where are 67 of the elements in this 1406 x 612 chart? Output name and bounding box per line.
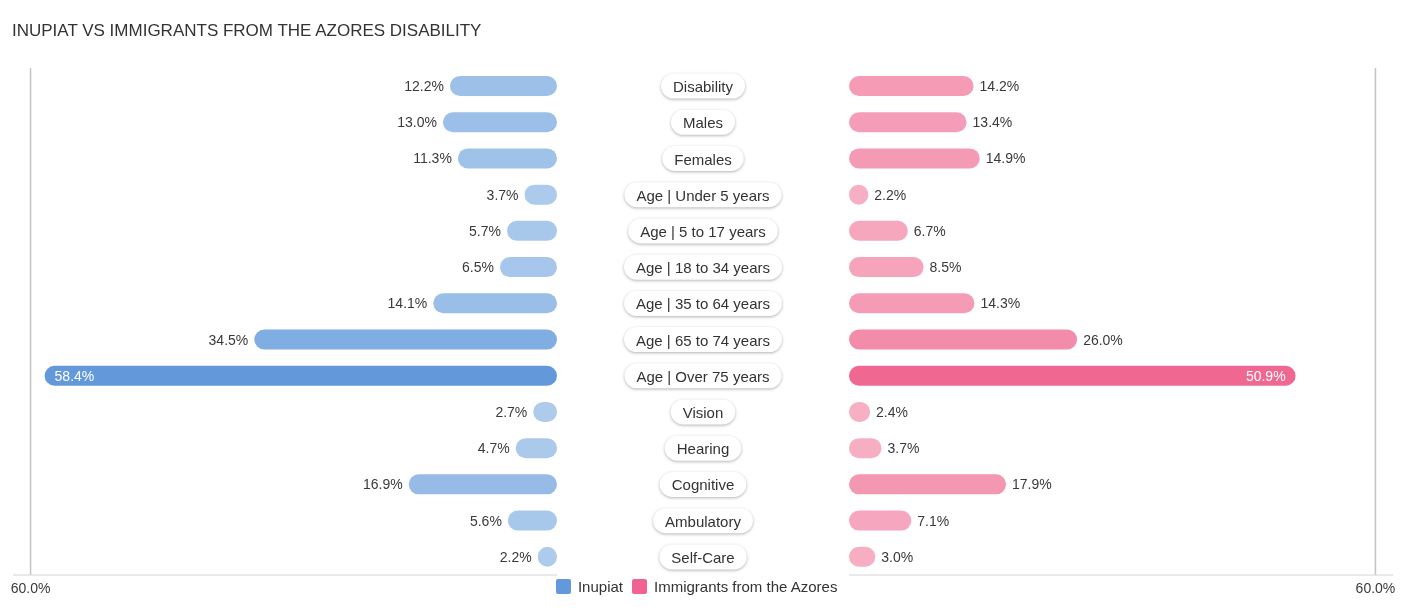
bar: [849, 329, 1078, 350]
legend-label: Inupiat: [577, 578, 623, 595]
y-tick-label: Vision: [682, 403, 724, 421]
data-label: 3.0%: [881, 548, 914, 565]
data-label: 14.9%: [985, 150, 1026, 167]
data-label: 58.4%: [54, 367, 95, 384]
x-tick-label: 60.0%: [10, 579, 51, 596]
bar: [849, 365, 1296, 386]
data-label: 12.2%: [404, 78, 444, 94]
data-label: 3.7%: [486, 186, 519, 203]
data-label: 6.7%: [913, 222, 946, 239]
bar: [442, 112, 557, 133]
y-tick-label: Males: [682, 113, 724, 131]
bar: [849, 220, 908, 241]
data-label: 4.7%: [477, 440, 510, 457]
x-tick-label: 60.0%: [1355, 579, 1396, 596]
y-tick-label: Age | Over 75 years: [636, 367, 770, 385]
data-label: 17.9%: [1012, 476, 1052, 493]
data-label: 5.7%: [469, 222, 501, 239]
y-tick-label: Cognitive: [671, 475, 735, 493]
bar: [849, 148, 980, 169]
bar: [506, 220, 557, 241]
bar: [44, 365, 557, 386]
data-label: 14.3%: [980, 295, 1021, 312]
chart-title: INUPIAT VS IMMIGRANTS FROM THE AZORES DISABILITY: [12, 21, 482, 41]
bar: [849, 474, 1007, 495]
data-label: 34.5%: [208, 331, 249, 348]
y-tick-label: Age | 18 to 34 years: [636, 258, 770, 276]
bar: [849, 76, 974, 96]
data-label: 2.2%: [874, 186, 907, 203]
data-label: 11.3%: [413, 150, 452, 167]
data-label: 2.2%: [499, 548, 532, 565]
data-label: 8.5%: [929, 259, 962, 276]
data-label: 13.0%: [397, 114, 437, 131]
bar: [849, 293, 975, 314]
bar: [254, 329, 557, 350]
y-tick-label: Age | 65 to 74 years: [636, 331, 770, 349]
bar: [849, 257, 924, 278]
data-label: 50.9%: [1245, 367, 1286, 384]
bar: [433, 293, 557, 314]
data-label: 3.7%: [887, 440, 920, 457]
y-tick-label: Females: [674, 150, 732, 168]
data-label: 16.9%: [363, 476, 403, 493]
data-label: 2.7%: [495, 403, 528, 420]
bar: [408, 474, 557, 495]
y-tick-label: Self-Care: [671, 548, 735, 566]
data-label: 2.4%: [876, 403, 908, 420]
legend-label: Immigrants from the Azores: [654, 578, 838, 595]
y-tick-label: Age | 5 to 17 years: [640, 222, 766, 240]
data-label: 26.0%: [1083, 331, 1123, 348]
bar: [457, 148, 557, 169]
data-label: 13.4%: [972, 114, 1013, 131]
data-label: 14.2%: [979, 78, 1020, 94]
bar: [849, 112, 967, 133]
y-tick-label: Ambulatory: [665, 512, 742, 530]
y-tick-label: Age | Under 5 years: [636, 186, 770, 204]
bar: [507, 510, 557, 531]
data-label: 5.6%: [469, 512, 502, 529]
data-label: 14.1%: [387, 295, 428, 312]
bar: [449, 76, 557, 96]
data-label: 6.5%: [462, 259, 494, 276]
y-tick-label: Age | 35 to 64 years: [636, 294, 770, 312]
bar: [499, 257, 557, 278]
data-label: 7.1%: [917, 512, 950, 529]
y-tick-label: Hearing: [676, 439, 730, 457]
y-tick-label: Disability: [672, 77, 734, 95]
bar: [849, 510, 912, 531]
